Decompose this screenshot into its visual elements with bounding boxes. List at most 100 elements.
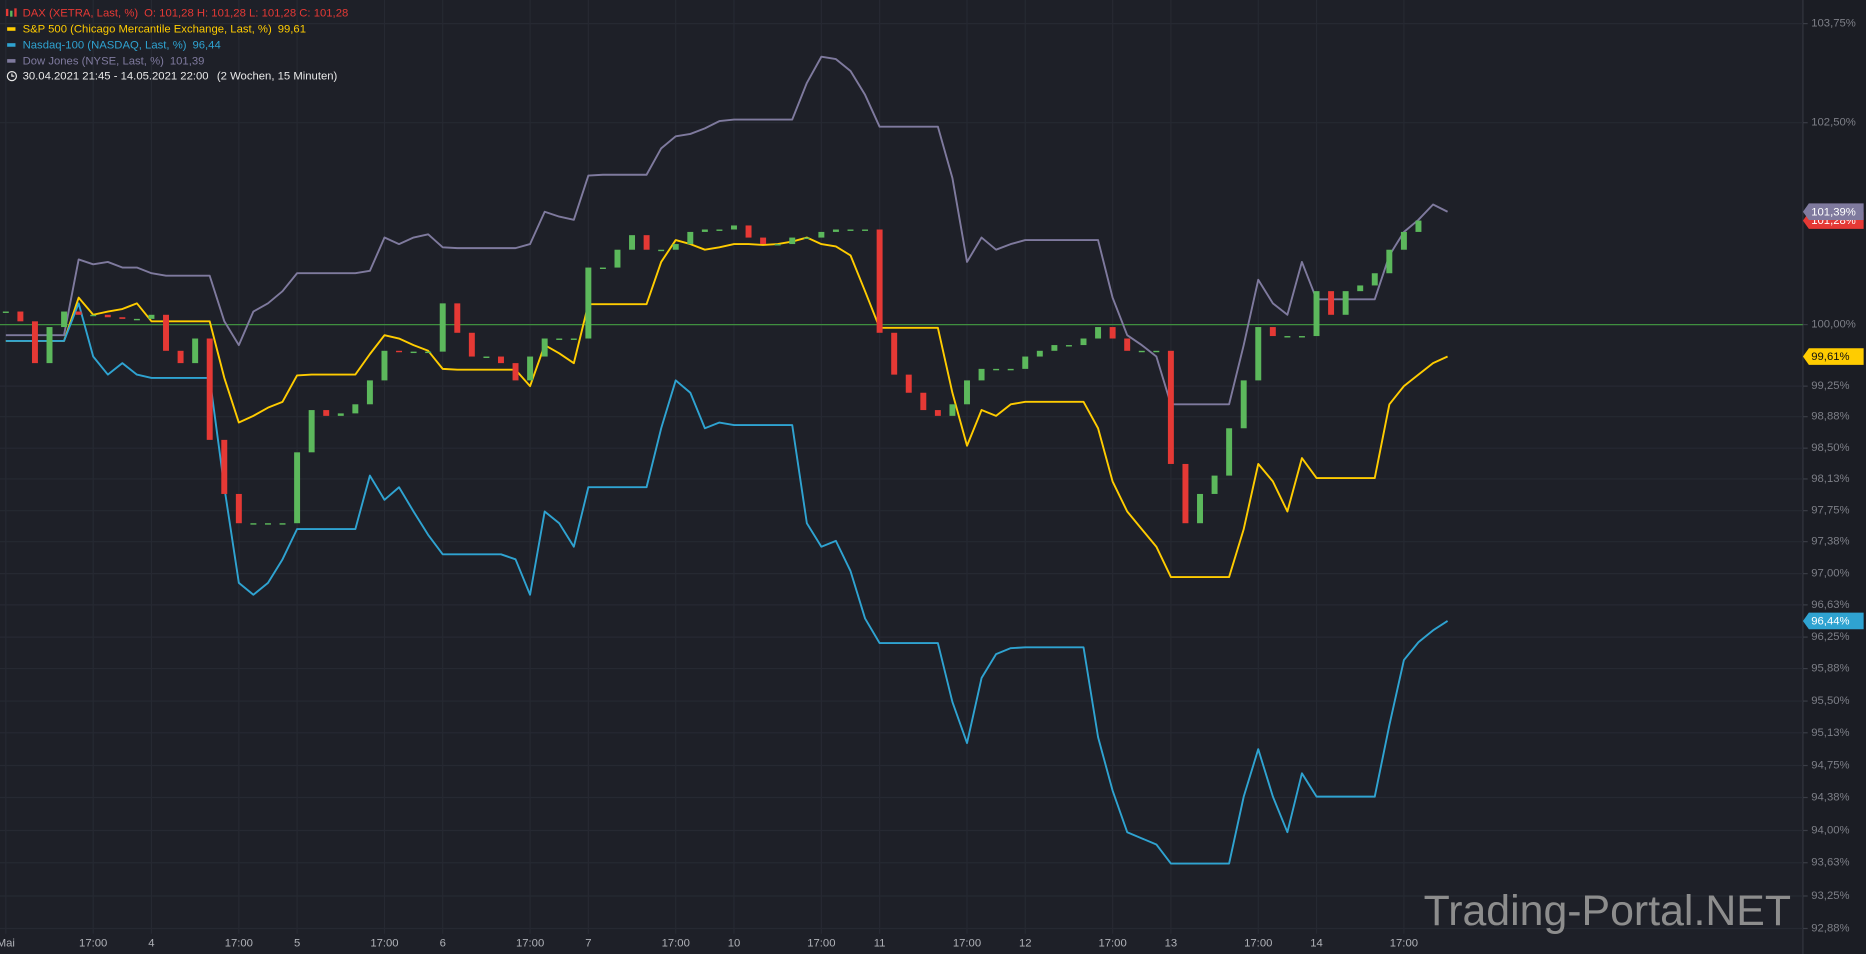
candle (323, 410, 330, 416)
y-tick-label: 94,00% (1811, 824, 1849, 836)
candle (1226, 428, 1233, 476)
legend-name: DAX (XETRA, Last, %) (23, 8, 139, 20)
candle (541, 338, 548, 357)
x-tick-label: 17:00 (662, 937, 690, 949)
period-text: (2 Wochen, 15 Minuten) (217, 71, 338, 83)
candle (949, 404, 956, 416)
candle (177, 350, 184, 364)
y-tick-label: 98,88% (1811, 411, 1849, 423)
candle (1284, 336, 1291, 338)
x-tick-label: 17:00 (953, 937, 981, 949)
y-tick-label: 92,88% (1811, 922, 1849, 934)
candle (294, 452, 301, 524)
candle (599, 267, 606, 269)
candle (731, 225, 737, 230)
candle (352, 404, 359, 414)
candle (1386, 249, 1393, 274)
y-axis-panel (1802, 0, 1866, 954)
x-tick-label: 7 (585, 937, 591, 949)
y-tick-label: 99,25% (1811, 380, 1849, 392)
candle (1109, 327, 1116, 339)
plot-area (2, 55, 1449, 865)
legend-entry: DAX (XETRA, Last, %) O: 101,28 H: 101,28 … (23, 8, 349, 20)
candle (396, 350, 403, 353)
candle (745, 225, 752, 238)
legend: DAX (XETRA, Last, %) O: 101,28 H: 101,28 … (5, 8, 349, 67)
candle (672, 244, 679, 250)
candle (468, 332, 475, 357)
candle (1095, 327, 1102, 339)
candle (497, 356, 504, 364)
x-tick-label: 17:00 (225, 937, 253, 949)
candle (993, 368, 1000, 371)
candle (439, 303, 446, 352)
legend-info: O: 101,28 H: 101,28 L: 101,28 C: 101,28 (144, 8, 348, 20)
candle (556, 338, 563, 340)
candle (614, 249, 621, 268)
series-line (5, 236, 1448, 578)
candle (905, 374, 912, 393)
price-tag (1802, 348, 1864, 365)
watermark: Trading-Portal.NET (1424, 887, 1791, 935)
candle (818, 231, 825, 238)
candle (1313, 291, 1320, 337)
candle (221, 439, 228, 494)
candle (862, 229, 869, 231)
price-tag-label: 99,61% (1811, 351, 1849, 363)
price-tag-label: 101,28% (1811, 215, 1856, 227)
candle (920, 392, 927, 411)
legend-icon (14, 8, 17, 17)
candle (1298, 336, 1305, 338)
candle (2, 311, 9, 313)
candle (264, 523, 271, 525)
candle (1153, 350, 1160, 353)
candle (1371, 273, 1378, 286)
y-tick-label: 96,63% (1811, 599, 1849, 611)
candle (1022, 356, 1029, 369)
candle (978, 368, 985, 381)
candle (192, 338, 199, 364)
candle (934, 410, 941, 416)
series-line (5, 302, 1449, 865)
candle (643, 235, 650, 250)
y-tick-label: 97,75% (1811, 505, 1849, 517)
date-range-text: 30.04.2021 21:45 - 14.05.2021 22:00 (23, 71, 209, 83)
candle (104, 314, 111, 318)
candle (133, 318, 140, 321)
y-tick-label: 97,00% (1811, 568, 1849, 580)
x-tick-label: 14 (1310, 937, 1323, 949)
candle (31, 321, 38, 364)
candle (1328, 291, 1335, 315)
x-tick-label: 17:00 (516, 937, 544, 949)
candle (250, 523, 257, 525)
candle (1400, 231, 1407, 250)
price-tag-label: 96,44% (1811, 616, 1849, 628)
candle (527, 356, 534, 381)
candles (2, 220, 1422, 525)
series-line (5, 55, 1449, 406)
candle (1051, 345, 1058, 351)
candle (1138, 350, 1145, 353)
legend-icon (7, 59, 16, 63)
candle (876, 229, 883, 333)
candle (454, 303, 461, 333)
candle (410, 351, 417, 354)
x-tick-label: 5 (294, 937, 300, 949)
candle (206, 338, 213, 440)
candle (658, 249, 665, 252)
candle (629, 235, 636, 250)
candle (61, 311, 68, 328)
candle (964, 380, 970, 405)
candle (148, 314, 155, 319)
candle (1167, 350, 1174, 464)
candle (17, 311, 24, 322)
candle (483, 356, 490, 358)
candle (774, 244, 781, 246)
candle (1080, 338, 1087, 346)
candle (279, 523, 286, 525)
legend-name: Nasdaq-100 (NASDAQ, Last, %) (23, 40, 187, 52)
candle (1342, 291, 1349, 315)
y-tick-label: 102,50% (1811, 117, 1856, 129)
